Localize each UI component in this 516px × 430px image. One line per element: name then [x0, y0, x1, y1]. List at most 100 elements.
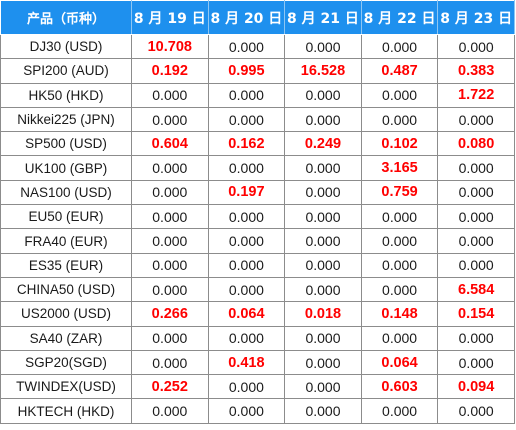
product-cell: Nikkei225 (JPN) [0, 106, 132, 133]
value-cell: 0.383 [437, 58, 515, 84]
value-cell: 0.000 [437, 33, 515, 60]
value-cell: 0.000 [360, 252, 439, 278]
value-cell: 10.708 [131, 33, 209, 60]
value-cell: 0.000 [131, 398, 209, 424]
table-row: CHINA50 (USD) 0.000 0.000 0.000 0.000 6.584 [0, 276, 515, 303]
table-row: US2000 (USD) 0.266 0.064 0.018 0.148 0.154 [0, 301, 515, 327]
product-cell: SGP20(SGD) [0, 349, 132, 376]
value-cell: 0.162 [207, 131, 286, 157]
value-cell: 6.584 [437, 276, 515, 303]
value-cell: 0.154 [437, 301, 515, 327]
product-cell: SPI200 (AUD) [0, 58, 132, 84]
header-date: 8 月 20 日 [207, 0, 286, 35]
table-row: SP500 (USD) 0.604 0.162 0.249 0.102 0.080 [0, 131, 515, 157]
value-cell: 0.000 [284, 228, 362, 254]
value-cell: 0.487 [360, 58, 439, 84]
value-cell: 0.192 [131, 58, 209, 84]
value-cell: 0.000 [284, 204, 362, 230]
value-cell: 0.064 [360, 349, 439, 376]
value-cell: 0.000 [284, 374, 362, 400]
table-row: HK50 (HKD) 0.000 0.000 0.000 0.000 1.722 [0, 82, 515, 108]
value-cell: 0.000 [437, 204, 515, 230]
value-cell: 0.000 [284, 398, 362, 424]
value-cell: 0.000 [207, 155, 286, 181]
value-cell: 0.018 [284, 301, 362, 327]
value-cell: 0.000 [131, 179, 209, 206]
value-cell: 0.000 [131, 82, 209, 108]
value-cell: 0.000 [360, 204, 439, 230]
value-cell: 0.000 [284, 252, 362, 278]
value-cell: 0.000 [207, 398, 286, 424]
table-row: DJ30 (USD) 10.708 0.000 0.000 0.000 0.000 [0, 33, 515, 60]
value-cell: 0.102 [360, 131, 439, 157]
value-cell: 0.000 [284, 33, 362, 60]
value-cell: 0.000 [131, 155, 209, 181]
value-cell: 0.000 [131, 276, 209, 303]
value-cell: 0.000 [131, 325, 209, 351]
value-cell: 0.000 [360, 228, 439, 254]
table-row: NAS100 (USD) 0.000 0.197 0.000 0.759 0.000 [0, 179, 515, 206]
value-cell: 0.064 [207, 301, 286, 327]
header-date: 8 月 23 日 [437, 0, 515, 35]
value-cell: 0.418 [207, 349, 286, 376]
value-cell: 0.252 [131, 374, 209, 400]
value-cell: 0.603 [360, 374, 439, 400]
product-cell: SA40 (ZAR) [0, 325, 132, 351]
header-date: 8 月 21 日 [284, 0, 362, 35]
value-cell: 0.995 [207, 58, 286, 84]
value-cell: 0.000 [284, 82, 362, 108]
product-cell: SP500 (USD) [0, 131, 132, 157]
value-cell: 0.094 [437, 374, 515, 400]
table-row: ES35 (EUR) 0.000 0.000 0.000 0.000 0.000 [0, 252, 515, 278]
table-row: HKTECH (HKD) 0.000 0.000 0.000 0.000 0.000 [0, 398, 515, 424]
value-cell: 0.000 [437, 398, 515, 424]
value-cell: 1.722 [437, 82, 515, 108]
value-cell: 0.000 [360, 33, 439, 60]
value-cell: 0.000 [437, 179, 515, 206]
value-cell: 0.000 [437, 106, 515, 133]
value-cell: 0.000 [207, 106, 286, 133]
table-row: SPI200 (AUD) 0.192 0.995 16.528 0.487 0.383 [0, 58, 515, 84]
table-body: DJ30 (USD) 10.708 0.000 0.000 0.000 0.000 SPI2… [0, 33, 515, 424]
product-cell: FRA40 (EUR) [0, 228, 132, 254]
value-cell: 0.000 [437, 155, 515, 181]
product-cell: DJ30 (USD) [0, 33, 132, 60]
product-cell: EU50 (EUR) [0, 204, 132, 230]
value-cell: 0.080 [437, 131, 515, 157]
value-cell: 0.000 [131, 228, 209, 254]
value-cell: 0.000 [437, 349, 515, 376]
value-cell: 0.000 [131, 106, 209, 133]
value-cell: 0.249 [284, 131, 362, 157]
value-cell: 0.000 [284, 276, 362, 303]
value-cell: 0.000 [207, 228, 286, 254]
value-cell: 0.000 [360, 82, 439, 108]
product-cell: US2000 (USD) [0, 301, 132, 327]
value-cell: 0.000 [207, 325, 286, 351]
table-row: TWINDEX(USD) 0.252 0.000 0.000 0.603 0.094 [0, 374, 515, 400]
value-cell: 0.759 [360, 179, 439, 206]
product-cell: TWINDEX(USD) [0, 374, 132, 400]
value-cell: 0.000 [360, 276, 439, 303]
table-row: FRA40 (EUR) 0.000 0.000 0.000 0.000 0.000 [0, 228, 515, 254]
table-row: UK100 (GBP) 0.000 0.000 0.000 3.165 0.000 [0, 155, 515, 181]
value-cell: 0.000 [131, 349, 209, 376]
product-cell: UK100 (GBP) [0, 155, 132, 181]
value-cell: 0.000 [360, 325, 439, 351]
product-cell: HK50 (HKD) [0, 82, 132, 108]
product-cell: HKTECH (HKD) [0, 398, 132, 424]
value-cell: 0.000 [207, 204, 286, 230]
value-cell: 16.528 [284, 58, 362, 84]
value-cell: 0.000 [207, 82, 286, 108]
product-cell: CHINA50 (USD) [0, 276, 132, 303]
value-cell: 0.197 [207, 179, 286, 206]
value-cell: 0.000 [437, 252, 515, 278]
product-cell: NAS100 (USD) [0, 179, 132, 206]
value-cell: 0.604 [131, 131, 209, 157]
value-cell: 0.266 [131, 301, 209, 327]
value-cell: 0.000 [207, 374, 286, 400]
value-cell: 0.148 [360, 301, 439, 327]
header-date: 8 月 19 日 [131, 0, 209, 35]
value-cell: 0.000 [284, 155, 362, 181]
value-cell: 0.000 [131, 252, 209, 278]
